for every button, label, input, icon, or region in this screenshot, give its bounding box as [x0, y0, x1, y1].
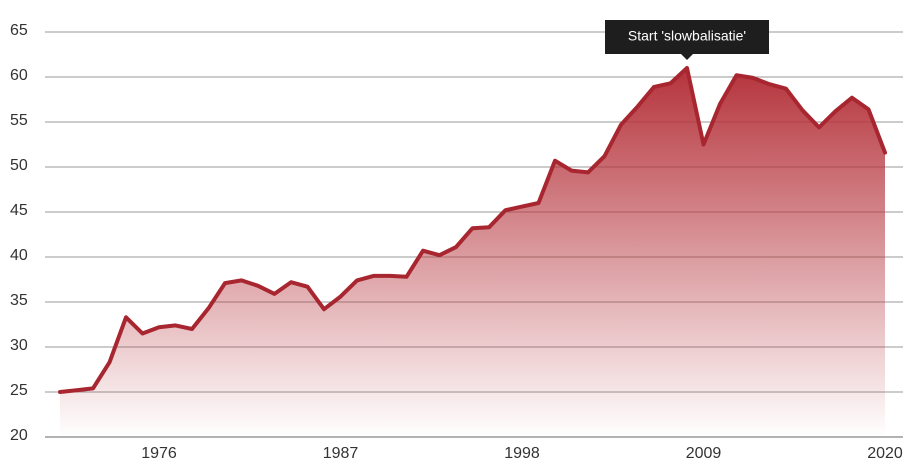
y-tick-label: 55	[10, 112, 28, 129]
x-tick-label: 1998	[504, 445, 540, 462]
x-tick-label: 1976	[141, 445, 177, 462]
area	[60, 68, 885, 437]
annotation-box	[605, 20, 769, 54]
x-tick-label: 1987	[323, 445, 359, 462]
y-tick-label: 45	[10, 202, 28, 219]
y-tick-label: 65	[10, 22, 28, 39]
y-tick-label: 40	[10, 247, 28, 264]
y-tick-label: 20	[10, 427, 28, 444]
annotation-text: Start 'slowbalisatie'	[628, 28, 746, 44]
line	[58, 66, 887, 394]
x-tick-label: 2009	[686, 445, 722, 462]
x-tick-label: 2020	[867, 445, 903, 462]
annotation-pointer	[681, 54, 693, 60]
y-tick-label: 25	[10, 382, 28, 399]
y-tick-label: 50	[10, 157, 28, 174]
y-tick-label: 30	[10, 337, 28, 354]
y-tick-label: 60	[10, 67, 28, 84]
y-tick-label: 35	[10, 292, 28, 309]
